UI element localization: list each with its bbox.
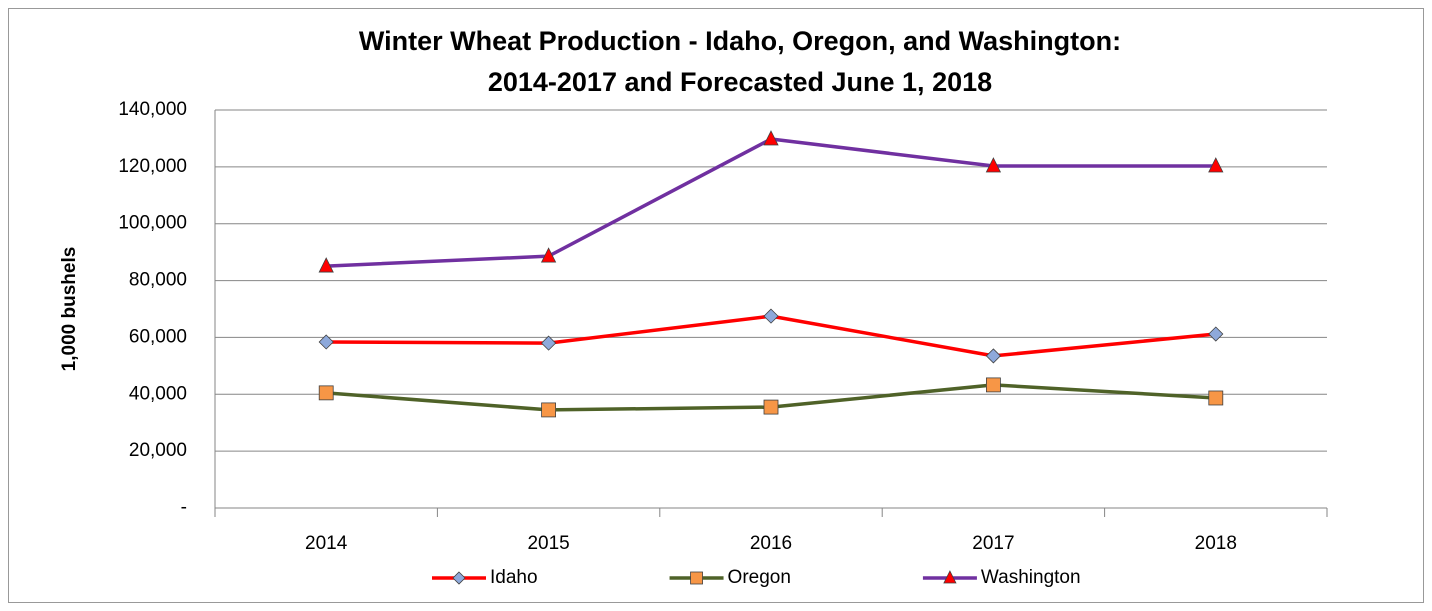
marker — [690, 571, 703, 585]
x-tick-label: 2017 — [972, 533, 1014, 554]
marker — [318, 385, 334, 401]
marker — [943, 570, 957, 584]
marker — [541, 402, 556, 418]
chart-title: 2014-2017 and Forecasted June 1, 2018 — [488, 67, 992, 97]
y-tick-label: 20,000 — [129, 440, 187, 461]
marker — [452, 571, 466, 585]
marker — [541, 335, 557, 351]
x-tick-label: 2018 — [1195, 533, 1237, 554]
y-tick-label: 80,000 — [129, 270, 187, 291]
marker — [763, 308, 779, 324]
y-tick-label: 60,000 — [129, 326, 187, 347]
marker — [1208, 326, 1224, 342]
marker — [985, 157, 1002, 173]
y-tick-label: 140,000 — [118, 99, 187, 120]
x-tick-label: 2016 — [750, 533, 792, 554]
legend-label: Washington — [981, 567, 1081, 588]
legend-label: Oregon — [728, 567, 791, 588]
marker — [540, 247, 557, 263]
marker — [985, 348, 1001, 364]
chart-title: Winter Wheat Production - Idaho, Oregon,… — [359, 26, 1121, 56]
marker — [318, 334, 334, 350]
marker — [1208, 390, 1224, 406]
marker — [763, 130, 779, 146]
marker — [318, 257, 334, 273]
y-tick-label: 40,000 — [129, 383, 187, 404]
chart-border — [8, 8, 1424, 603]
x-tick-label: 2014 — [305, 533, 348, 554]
x-tick-label: 2015 — [527, 533, 569, 554]
marker — [986, 377, 1001, 393]
y-tick-label: - — [181, 497, 187, 518]
legend-label: Idaho — [490, 567, 538, 588]
y-tick-label: 120,000 — [118, 156, 187, 177]
marker — [1208, 157, 1224, 173]
y-tick-label: 100,000 — [118, 213, 187, 234]
y-axis-label: 1,000 bushels — [59, 247, 80, 372]
marker — [763, 399, 779, 415]
